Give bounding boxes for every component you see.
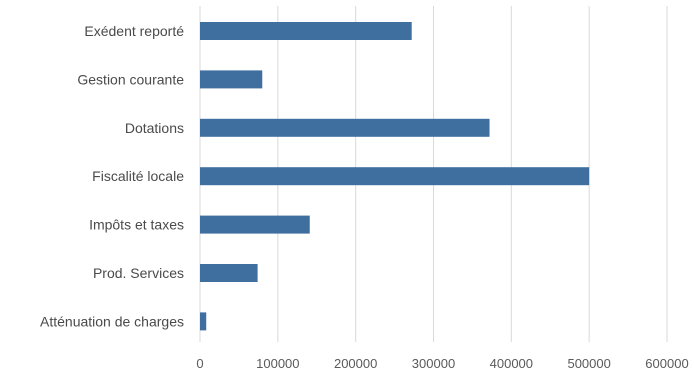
x-tick-label: 0 bbox=[196, 356, 203, 371]
x-tick-label: 400000 bbox=[490, 356, 533, 371]
x-tick-label: 100000 bbox=[256, 356, 299, 371]
bar bbox=[200, 22, 412, 40]
x-tick-label: 600000 bbox=[645, 356, 688, 371]
category-labels: Exédent reporté Gestion courante Dotations… bbox=[40, 23, 184, 329]
x-tick-label: 500000 bbox=[567, 356, 610, 371]
category-label: Dotations bbox=[125, 120, 184, 136]
category-label: Prod. Services bbox=[93, 265, 184, 281]
x-tick-labels: 0 100000 200000 300000 400000 500000 600000 bbox=[196, 356, 688, 371]
bar bbox=[200, 216, 310, 234]
bar bbox=[200, 119, 490, 137]
category-label: Fiscalité locale bbox=[92, 168, 184, 184]
category-label: Impôts et taxes bbox=[89, 217, 184, 233]
category-label: Exédent reporté bbox=[84, 23, 184, 39]
x-tick-label: 200000 bbox=[334, 356, 377, 371]
category-label: Gestion courante bbox=[77, 71, 184, 87]
bars bbox=[200, 22, 589, 330]
x-tick-label: 300000 bbox=[412, 356, 455, 371]
bar bbox=[200, 167, 589, 185]
bar bbox=[200, 312, 206, 330]
bar bbox=[200, 264, 258, 282]
category-label: Atténuation de charges bbox=[40, 313, 184, 329]
bar bbox=[200, 70, 262, 88]
